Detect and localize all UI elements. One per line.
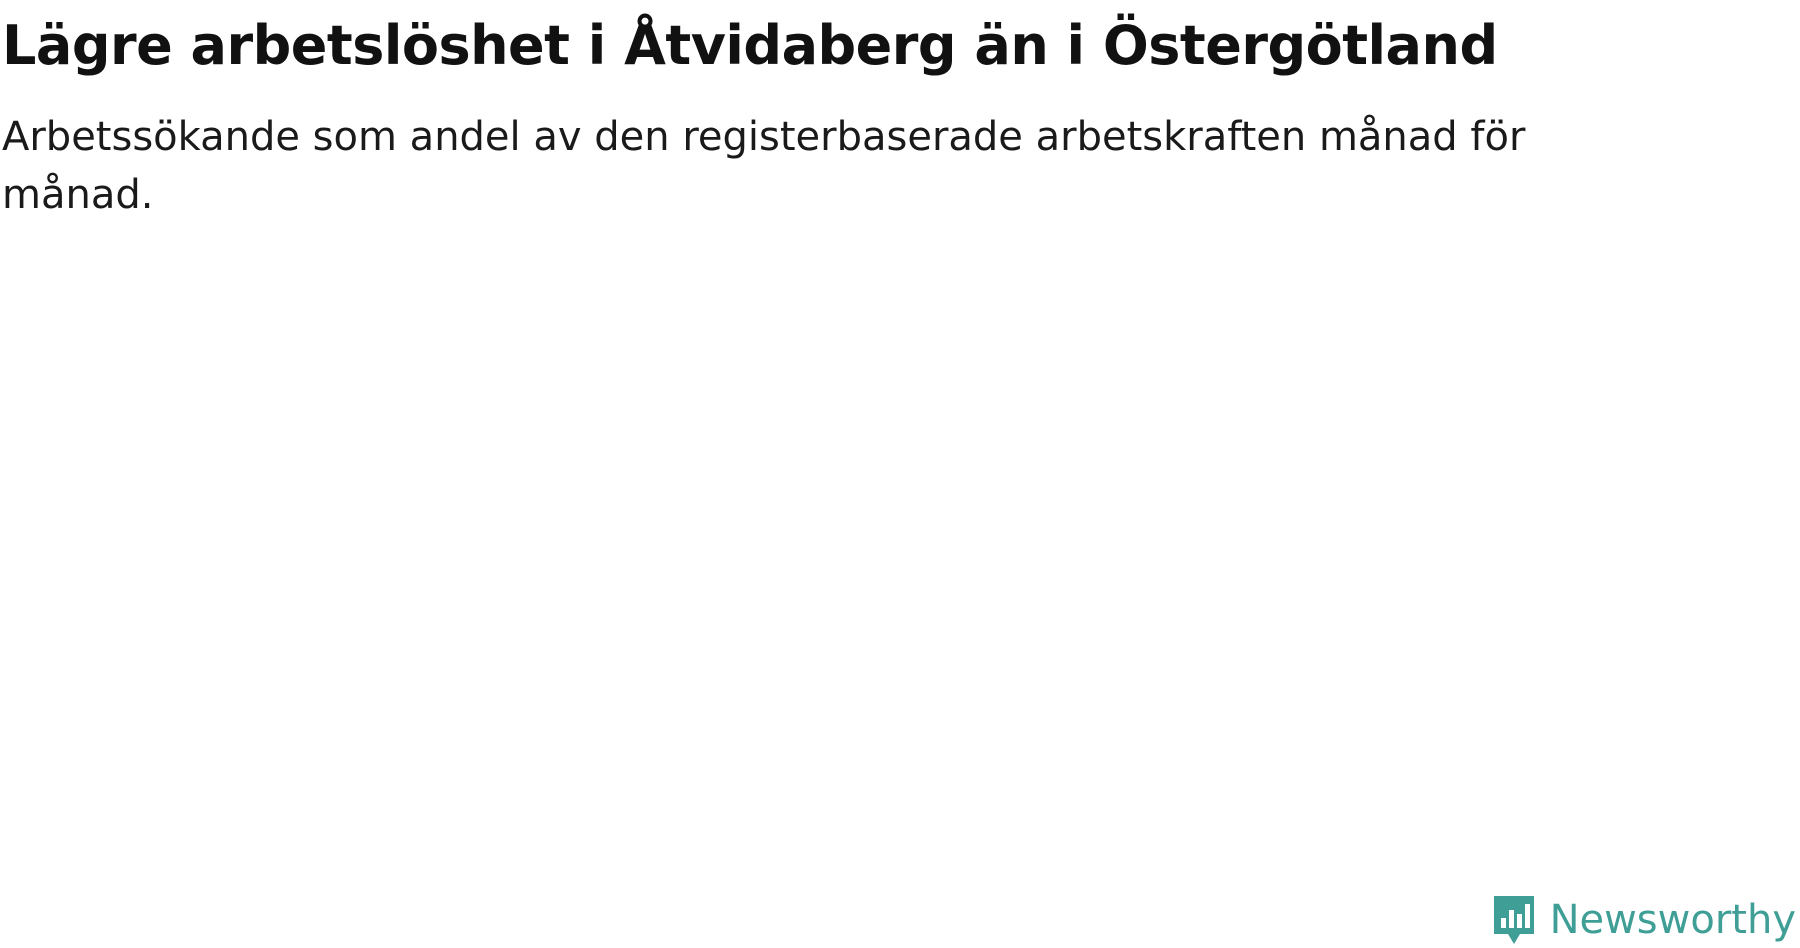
brand-logo: Newsworthy <box>1490 892 1796 948</box>
newsworthy-logo-icon <box>1493 896 1534 944</box>
chart-subtitle: Arbetssökande som andel av den registerb… <box>2 114 1526 218</box>
chart-title: Lägre arbetslöshet i Åtvidaberg än i Öst… <box>2 14 1498 77</box>
brand-name: Newsworthy <box>1549 897 1796 943</box>
